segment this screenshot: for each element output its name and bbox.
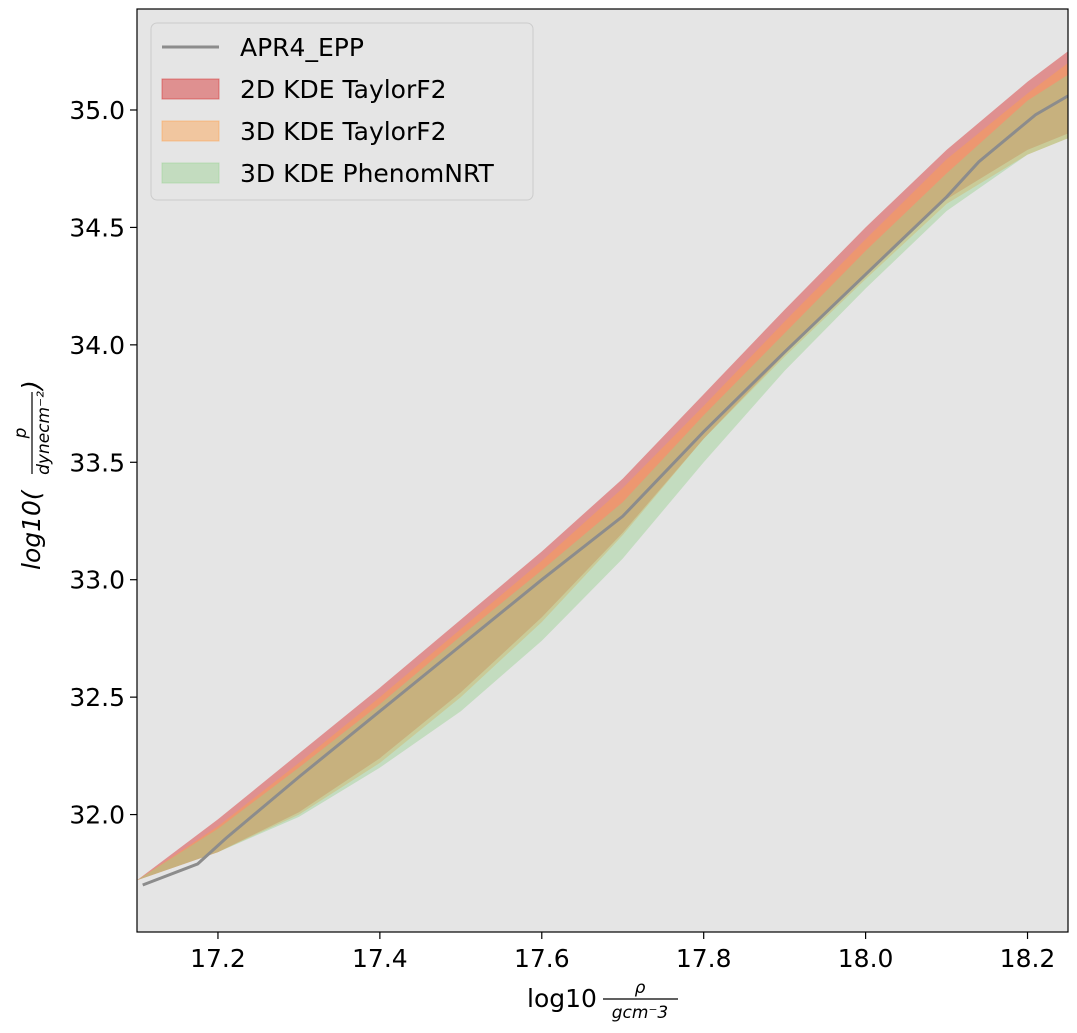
band-3d-kde-phenomnrt — [137, 74, 1068, 881]
y-tick-label: 32.5 — [69, 683, 125, 712]
legend-swatch-band — [161, 78, 220, 100]
y-axis-label: log10( p dynecm⁻² ) — [11, 380, 54, 570]
y-axis-label-numerator: p — [11, 427, 31, 439]
x-tick-label: 17.8 — [676, 944, 732, 973]
y-axis-label-base: log10( — [17, 489, 46, 570]
y-axis: 32.0 32.5 33.0 33.5 34.0 34.5 35.0 — [69, 96, 137, 830]
legend-swatch-band — [161, 120, 220, 142]
legend-item-2d-kde-taylorf2: 2D KDE TaylorF2 — [161, 75, 447, 104]
y-axis-label-denominator: dynecm⁻² — [34, 391, 54, 475]
y-tick-label: 34.5 — [69, 213, 125, 242]
x-axis-label: log10 ρ gcm⁻3 — [527, 978, 678, 1023]
x-axis-label-numerator: ρ — [635, 978, 646, 998]
line-apr4-epp — [142, 94, 1068, 887]
x-tick-label: 18.0 — [838, 944, 894, 973]
x-tick-label: 17.4 — [352, 944, 408, 973]
band-3d-kde-taylorf2 — [137, 63, 1068, 881]
legend-item-3d-kde-taylorf2: 3D KDE TaylorF2 — [161, 117, 447, 146]
legend-label: 2D KDE TaylorF2 — [240, 75, 447, 104]
x-tick-label: 17.6 — [514, 944, 570, 973]
x-tick-label: 18.2 — [1000, 944, 1056, 973]
legend-label: APR4_EPP — [240, 33, 364, 62]
y-axis-label-close: ) — [17, 380, 46, 392]
legend-label: 3D KDE TaylorF2 — [240, 117, 447, 146]
y-tick-label: 33.5 — [69, 448, 125, 477]
plot-content — [137, 51, 1068, 887]
y-tick-label: 32.0 — [69, 801, 125, 830]
y-tick-label: 35.0 — [69, 96, 125, 125]
legend-swatch-band — [161, 162, 220, 184]
legend: APR4_EPP 2D KDE TaylorF2 3D KDE TaylorF2 3D… — [150, 22, 534, 201]
legend-box — [150, 22, 534, 201]
legend-item-3d-kde-phenomnrt: 3D KDE PhenomNRT — [161, 159, 495, 188]
band-2d-kde-taylorf2 — [137, 51, 1068, 881]
y-tick-label: 33.0 — [69, 566, 125, 595]
y-tick-label: 34.0 — [69, 331, 125, 360]
x-tick-label: 17.2 — [190, 944, 246, 973]
legend-item-apr4-epp: APR4_EPP — [162, 33, 364, 62]
x-axis: 17.2 17.4 17.6 17.8 18.0 18.2 — [190, 932, 1055, 973]
x-axis-label-denominator: gcm⁻3 — [612, 1003, 669, 1023]
x-axis-label-base: log10 — [527, 984, 597, 1013]
legend-label: 3D KDE PhenomNRT — [240, 159, 495, 188]
plot-frame — [136, 8, 1069, 933]
